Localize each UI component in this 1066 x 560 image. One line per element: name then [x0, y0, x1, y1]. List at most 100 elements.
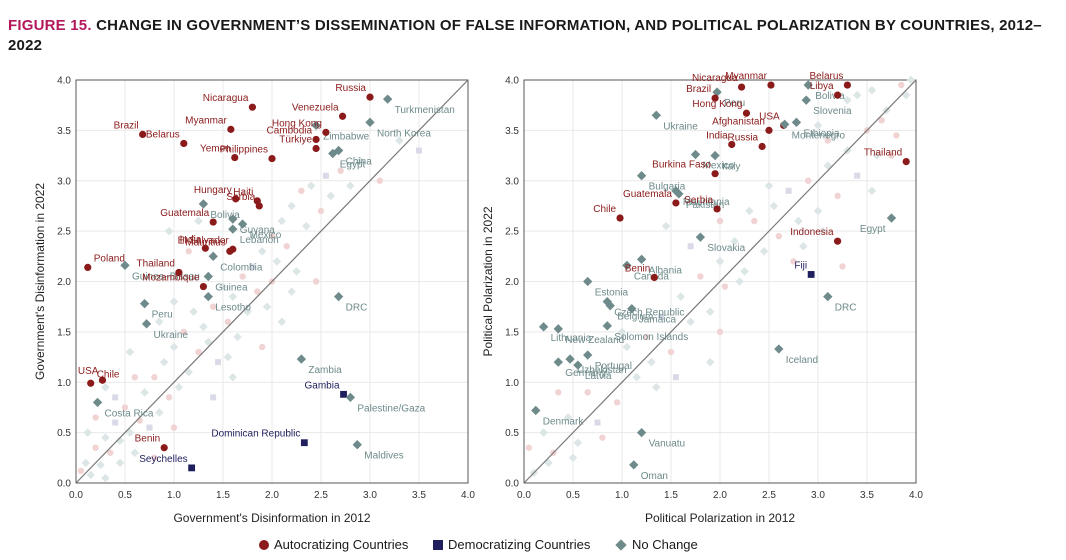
- point-albania: [636, 254, 647, 265]
- point-mozambique: [199, 282, 207, 291]
- point-label-haiti: Haiti: [233, 187, 253, 198]
- point-label-guinea: Guinea: [215, 282, 248, 293]
- point-label-portugal: Portugal: [595, 361, 632, 372]
- point-india: [728, 140, 736, 149]
- point-myanmar: [227, 125, 235, 133]
- x-tick-label: 3.5: [412, 490, 426, 501]
- background-point: [215, 359, 222, 366]
- background-point: [151, 454, 158, 462]
- point-label-brazil: Brazil: [114, 120, 139, 131]
- point-hong-kong: [742, 109, 751, 117]
- point-label-jamaica: Jamaica: [639, 315, 677, 326]
- point-poland: [84, 263, 92, 271]
- point-india: [201, 244, 209, 252]
- point-belarus: [843, 81, 852, 89]
- x-tick-label: 2.5: [762, 490, 776, 501]
- background-point: [823, 161, 833, 170]
- point-seychelles: [188, 464, 196, 472]
- background-point: [652, 383, 661, 392]
- point-label-mauritius: Mauritius: [185, 237, 226, 248]
- point-label-vanuatu: Vanuatu: [649, 439, 686, 450]
- point-label-russia: Russia: [335, 83, 366, 94]
- point-italy: [710, 150, 720, 161]
- point-ethiopia: [791, 117, 802, 127]
- point-belgium: [605, 301, 615, 311]
- x-tick-label: 2.0: [265, 490, 279, 501]
- point-label-uzbekistan: Uzbekistan: [577, 365, 626, 376]
- background-point: [555, 389, 562, 396]
- point-label-gambia: Gambia: [305, 380, 340, 391]
- background-point: [277, 317, 287, 327]
- point-north-korea: [365, 117, 375, 127]
- background-point: [617, 327, 627, 337]
- point-ukraine: [141, 319, 152, 329]
- plot-frame: [523, 79, 917, 484]
- point-thailand: [902, 158, 910, 166]
- background-point: [599, 434, 606, 441]
- point-bolivia: [803, 80, 813, 90]
- figure-title: FIGURE 15. CHANGE IN GOVERNMENT’S DISSEM…: [8, 16, 1058, 56]
- point-label-iceland: Iceland: [786, 355, 818, 366]
- point-indonesia: [834, 237, 842, 245]
- y-tick-label: 3.5: [505, 126, 519, 137]
- background-point: [224, 318, 232, 325]
- point-label-drc: DRC: [346, 303, 368, 314]
- point-label-ukraine: Ukraine: [154, 330, 189, 341]
- point-label-slovenia: Slovenia: [813, 106, 852, 117]
- background-point: [159, 357, 169, 367]
- point-bolivia: [198, 199, 209, 209]
- point-label-bulgaria: Bulgaria: [649, 182, 686, 193]
- background-point: [687, 243, 694, 250]
- background-point: [839, 263, 846, 270]
- y-tick-label: 0.5: [505, 428, 519, 439]
- point-mexico: [690, 149, 701, 160]
- background-point: [239, 273, 246, 280]
- point-t-rkiye: [312, 144, 320, 153]
- x-tick-label: 2.5: [314, 490, 328, 501]
- background-point: [218, 282, 228, 291]
- background-point: [302, 221, 311, 231]
- point-label-yemen: Yemen: [200, 144, 231, 155]
- background-point: [898, 81, 905, 89]
- point-oman: [629, 460, 639, 470]
- background-point: [233, 332, 242, 342]
- background-point: [878, 117, 885, 124]
- point-usa: [98, 376, 107, 384]
- background-point: [326, 191, 336, 201]
- point-lesotho: [203, 291, 213, 302]
- background-point: [287, 287, 296, 296]
- point-label-myanmar: Myanmar: [185, 115, 227, 126]
- point-slovenia: [801, 95, 811, 105]
- point-label-turkmenistan: Turkmenistan: [395, 105, 455, 116]
- point-zimbabwe: [311, 120, 321, 131]
- background-point: [257, 247, 267, 256]
- background-point: [298, 187, 305, 195]
- background-point: [888, 152, 895, 159]
- background-point: [223, 352, 233, 362]
- background-point: [194, 216, 203, 226]
- point-burkina-faso: [711, 170, 719, 178]
- background-point: [867, 85, 877, 95]
- background-point: [81, 458, 91, 468]
- point-label-czech-republic: Czech Republic: [614, 308, 684, 319]
- point-brazil: [711, 94, 719, 102]
- background-point: [210, 394, 217, 401]
- background-point: [169, 297, 179, 306]
- point-label-india: India: [180, 234, 202, 245]
- point-label-chile: Chile: [593, 204, 616, 215]
- background-point: [544, 458, 553, 468]
- background-point: [906, 75, 916, 85]
- background-point: [740, 267, 749, 276]
- point-label-montenegro: Montenegro: [792, 130, 846, 141]
- background-point: [130, 448, 140, 458]
- x-tick-label: 2.0: [713, 490, 727, 501]
- x-tick-label: 0.0: [69, 490, 83, 501]
- y-tick-label: 1.5: [57, 327, 71, 338]
- point-chile: [616, 214, 624, 222]
- point-zambia: [296, 354, 307, 364]
- background-point: [716, 217, 724, 225]
- point-portugal: [583, 350, 593, 360]
- background-point: [834, 192, 841, 200]
- point-brazil: [139, 130, 147, 139]
- background-point: [228, 292, 238, 301]
